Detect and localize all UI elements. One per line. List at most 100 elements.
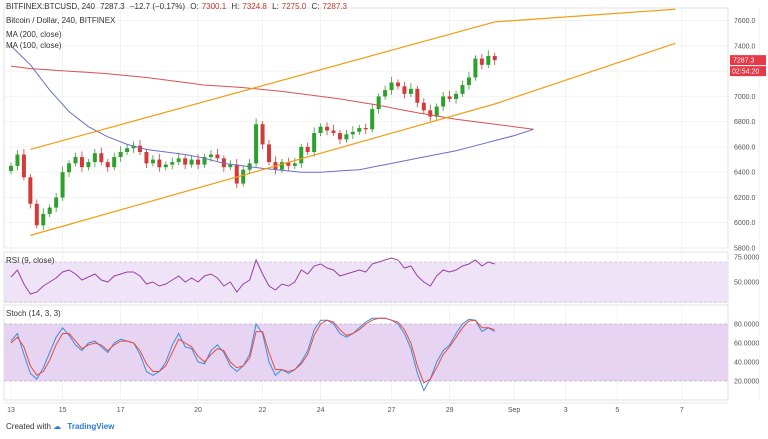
candle-body [234, 164, 239, 184]
candle-body [118, 152, 123, 158]
x-tick-label: 5 [615, 407, 619, 414]
stoch-tick-label: 80.0000 [734, 322, 759, 329]
candle-body [447, 96, 452, 99]
candle-body [279, 162, 284, 170]
candle-body [402, 86, 407, 94]
tradingview-logo-icon: ☁ [53, 422, 62, 431]
y-tick-label: 7600.0 [734, 18, 756, 25]
channel-lower-extension [494, 42, 676, 105]
candle-body [79, 157, 84, 168]
tradingview-brand[interactable]: TradingView [67, 422, 115, 431]
candle-body [254, 124, 259, 164]
candle-body [260, 124, 265, 145]
candle-body [15, 154, 20, 166]
candle-body [383, 90, 388, 97]
price-change: −12.7 (−0.17%) [129, 2, 186, 11]
rsi-tick-label: 50.0000 [734, 280, 759, 287]
created-with-text: Created with [6, 422, 51, 431]
candle-body [325, 126, 330, 131]
candle-body [337, 133, 342, 140]
x-tick-label: 7 [680, 407, 684, 414]
candle-body [408, 88, 413, 94]
candle-body [112, 157, 117, 168]
candle-body [460, 85, 465, 94]
candle-body [202, 157, 207, 165]
channel-upper-line [30, 21, 495, 151]
candle-body [228, 164, 233, 168]
candle-body [357, 128, 362, 132]
y-tick-label: 6200.0 [734, 195, 756, 202]
y-tick-label: 5800.0 [734, 246, 756, 253]
symbol: BITFINEX:BTCUSD, 240 [6, 2, 95, 11]
ohlc-open-label: O: [190, 2, 199, 11]
candle-body [138, 145, 142, 152]
ohlc-high: 7324.8 [242, 2, 267, 11]
candle-body [299, 146, 304, 164]
x-tick-label: 29 [446, 407, 454, 414]
candle-body [421, 102, 426, 111]
candle-body [389, 82, 394, 91]
y-tick-label: 6400.0 [734, 170, 756, 177]
candle-body [241, 169, 246, 184]
candle-body [163, 164, 168, 168]
ohlc-open: 7300.1 [201, 2, 227, 11]
candle-body [67, 163, 72, 173]
x-tick-label: 24 [317, 407, 325, 414]
x-tick-label: 27 [388, 407, 396, 414]
candle-body [221, 158, 226, 168]
ma100-legend[interactable]: MA (100, close) [6, 41, 62, 50]
candle-body [189, 159, 194, 165]
channel-upper-extension [494, 8, 676, 23]
candle-body [318, 126, 323, 134]
ohlc-close-label: C: [311, 2, 320, 11]
stoch-tick-label: 60.0000 [734, 341, 759, 348]
ohlc-high-label: H: [231, 2, 240, 11]
candle-body [370, 109, 375, 130]
candle-body [492, 56, 497, 61]
rsi-legend[interactable]: RSI (9, close) [6, 256, 55, 265]
x-tick-label: 20 [194, 407, 202, 414]
candle-body [183, 158, 188, 165]
last-price: 7287.3 [100, 2, 125, 11]
chart-title: Bitcoin / Dollar, 240, BITFINEX [6, 16, 116, 25]
candle-body [54, 197, 59, 208]
y-tick-label: 7400.0 [734, 43, 756, 50]
countdown-box [730, 66, 766, 77]
candle-body [208, 154, 213, 158]
candle-body [486, 56, 491, 65]
candle-body [60, 172, 65, 198]
candle-body [441, 96, 446, 107]
candle-body [105, 162, 110, 168]
candle-body [350, 131, 355, 135]
candle-body [415, 88, 420, 103]
candle-body [267, 144, 271, 163]
candle-body [92, 153, 97, 163]
footer: Created with ☁ TradingView [6, 422, 114, 431]
x-tick-label: 3 [564, 407, 568, 414]
ohlc-close: 7287.3 [322, 2, 347, 11]
ma200-legend[interactable]: MA (200, close) [6, 30, 62, 39]
x-tick-label: 17 [117, 407, 125, 414]
candle-body [86, 162, 91, 168]
stoch-legend[interactable]: Stoch (14, 3, 3) [6, 309, 61, 318]
stoch-d-line [10, 317, 495, 384]
candle-body [150, 159, 155, 164]
price-tag-box [730, 55, 766, 66]
stoch-tick-label: 40.0000 [734, 360, 759, 367]
candle-body [9, 165, 13, 171]
candle-body [196, 159, 201, 165]
stoch-k-line [10, 317, 496, 392]
candle-body [473, 58, 478, 78]
candle-body [99, 153, 104, 163]
x-tick-label: 22 [259, 407, 267, 414]
ma100-line [10, 45, 534, 173]
candle-body [21, 154, 26, 178]
rsi-band [4, 262, 728, 302]
candle-body [28, 177, 33, 204]
candle-body [41, 213, 46, 226]
candle-body [73, 157, 78, 164]
candle-body [47, 207, 52, 214]
candle-body [144, 152, 149, 164]
countdown-value: 02:54:20 [732, 69, 759, 76]
